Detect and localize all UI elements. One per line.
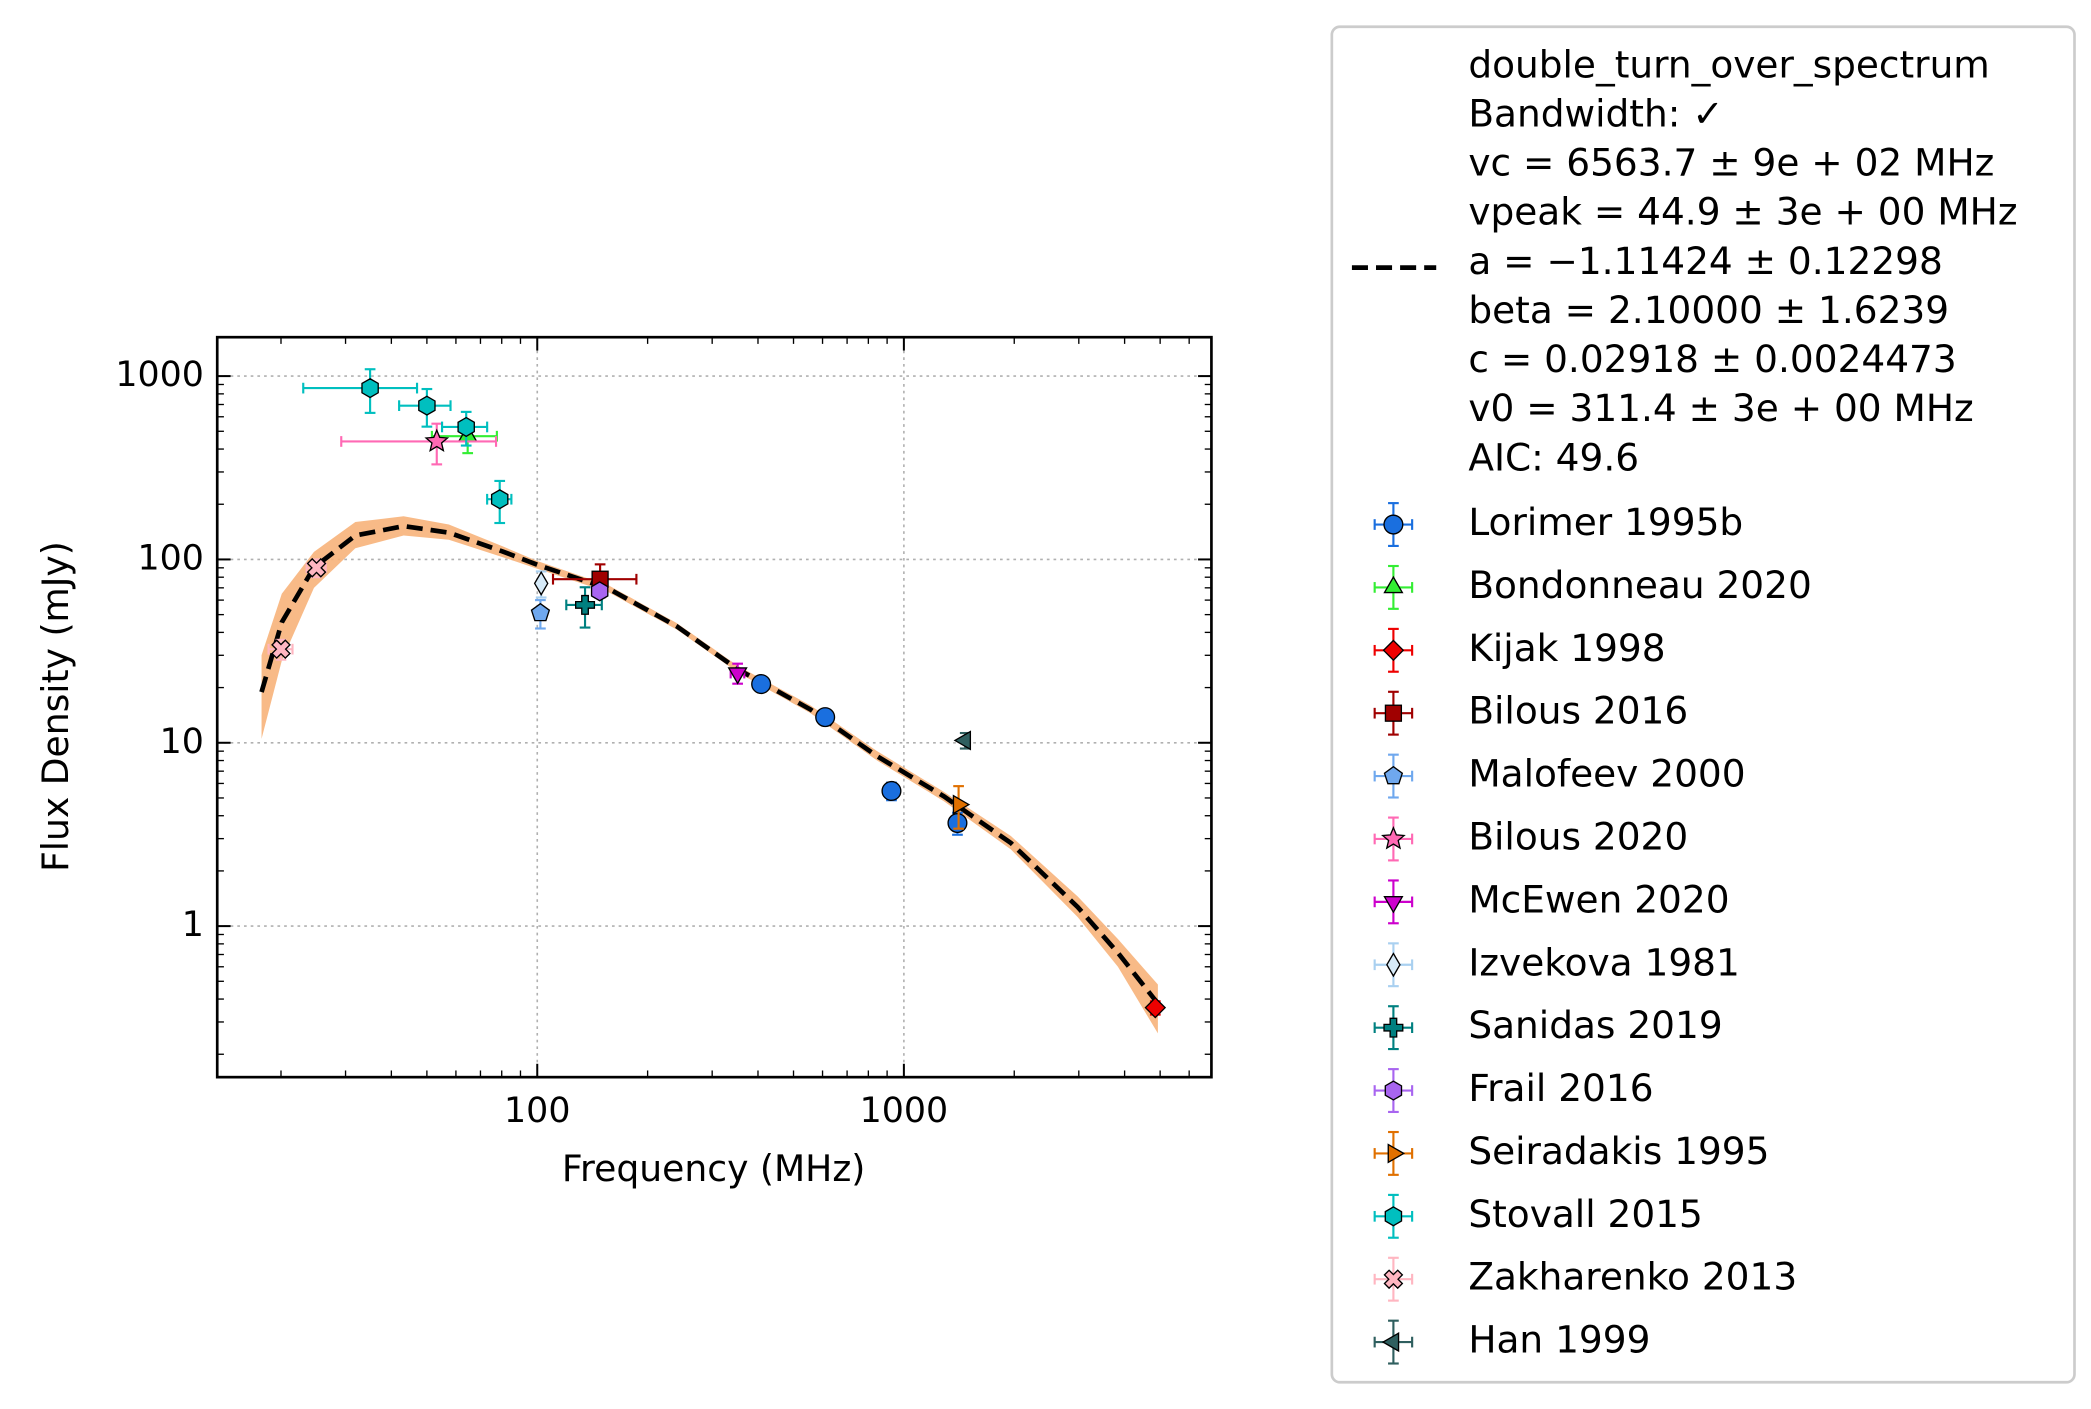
legend-marker <box>1383 514 1404 535</box>
legend-marker <box>1381 825 1406 850</box>
legend-fit-text: vc = 6563.7 ± 9e + 02 MHz <box>1468 141 1994 185</box>
legend-label: Bilous 2020 <box>1468 814 1688 858</box>
data-point <box>490 489 509 510</box>
legend-label: Sanidas 2019 <box>1468 1003 1722 1047</box>
data-point <box>751 674 772 695</box>
legend-label: Zakharenko 2013 <box>1468 1255 1797 1299</box>
legend-fit-text: vpeak = 44.9 ± 3e + 00 MHz <box>1468 190 2017 234</box>
legend-marker <box>1381 1332 1400 1353</box>
y-axis-label: Flux Density (mJy) <box>34 541 77 872</box>
data-point <box>1144 996 1167 1019</box>
legend-fit-text: c = 0.02918 ± 0.0024473 <box>1468 337 1956 381</box>
legend-label: Han 1999 <box>1468 1318 1650 1362</box>
legend-marker <box>1384 704 1403 722</box>
data-point <box>881 780 902 801</box>
data-point <box>575 594 596 615</box>
legend-marker <box>1383 765 1404 785</box>
legend-marker <box>1387 1143 1406 1164</box>
legend-label: Bondonneau 2020 <box>1468 563 1811 607</box>
legend-fit-text: double_turn_over_spectrum <box>1468 42 1989 86</box>
data-point <box>727 667 748 685</box>
x-tick-label: 100 <box>504 1091 570 1131</box>
data-point <box>306 557 327 578</box>
legend-marker <box>1384 1080 1403 1101</box>
y-tick-label: 1000 <box>115 355 204 395</box>
data-point <box>361 377 379 399</box>
plot-frame <box>215 335 1213 1079</box>
legend-marker <box>1384 1206 1403 1227</box>
legend-marker <box>1386 952 1401 978</box>
legend-label: Malofeev 2000 <box>1468 752 1745 796</box>
data-point <box>271 639 291 660</box>
legend-fit-text: beta = 2.10000 ± 1.6239 <box>1468 288 1949 332</box>
data-point <box>815 707 836 728</box>
legend-marker <box>1383 1017 1404 1038</box>
legend-label: Lorimer 1995b <box>1468 500 1743 544</box>
data-point <box>424 428 450 452</box>
y-tick-label: 1 <box>182 905 204 945</box>
legend-marker <box>1383 1269 1404 1290</box>
x-axis-label: Frequency (MHz) <box>562 1147 865 1190</box>
legend-label: Stovall 2015 <box>1468 1192 1703 1236</box>
legend-label: Frail 2016 <box>1468 1066 1653 1110</box>
legend-marker <box>1383 575 1404 594</box>
data-point <box>952 794 971 815</box>
legend-label: Kijak 1998 <box>1468 626 1665 670</box>
data-point <box>457 416 475 438</box>
x-tick-label: 1000 <box>860 1091 949 1131</box>
fit-line <box>259 523 1160 1006</box>
legend-box <box>1330 25 2076 1384</box>
y-tick-label: 10 <box>160 722 204 762</box>
data-point <box>533 570 549 596</box>
legend-marker <box>1383 896 1404 914</box>
legend-fit-text: v0 = 311.4 ± 3e + 00 MHz <box>1468 386 1973 430</box>
data-point <box>590 581 609 602</box>
legend-label: Izvekova 1981 <box>1468 940 1740 984</box>
legend-fit-text: AIC: 49.6 <box>1468 435 1639 479</box>
data-point <box>953 730 972 751</box>
legend-label: McEwen 2020 <box>1468 877 1729 921</box>
y-tick-label: 100 <box>137 538 203 578</box>
legend-fit-text: Bandwidth: ✓ <box>1468 92 1723 136</box>
data-point <box>530 602 551 622</box>
legend-fit-text: a = −1.11424 ± 0.12298 <box>1468 239 1942 283</box>
legend-label: Seiradakis 1995 <box>1468 1129 1769 1173</box>
data-point <box>418 395 436 416</box>
legend-marker <box>1382 639 1405 662</box>
legend-label: Bilous 2016 <box>1468 689 1688 733</box>
